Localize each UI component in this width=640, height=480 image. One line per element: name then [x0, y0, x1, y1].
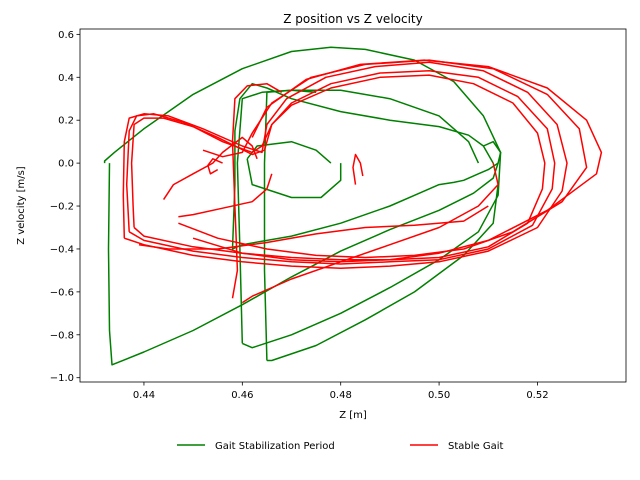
- series-line: [231, 82, 283, 299]
- series-line: [130, 74, 546, 261]
- series-line: [241, 162, 499, 304]
- series-line: [207, 158, 223, 175]
- legend-label-gait-stabilization: Gait Stabilization Period: [215, 441, 335, 452]
- series-line: [138, 205, 489, 250]
- y-tick-label: 0.4: [58, 73, 74, 84]
- series-line: [178, 173, 273, 218]
- x-axis-label: Z [m]: [339, 410, 367, 421]
- y-axis-label: Z velocity [m/s]: [16, 166, 27, 245]
- y-axis-ticks: −1.0 −0.8 −0.6 −0.4 −0.2 0.0 0.2 0.4 0.6: [50, 30, 80, 384]
- legend: Gait Stabilization Period Stable Gait: [177, 441, 504, 452]
- x-tick-label: 0.44: [133, 390, 155, 401]
- x-tick-label: 0.48: [330, 390, 352, 401]
- series-line: [246, 158, 342, 199]
- series-line: [162, 136, 258, 201]
- x-tick-label: 0.52: [526, 390, 548, 401]
- y-tick-label: 0.2: [58, 116, 74, 127]
- plot-lines: [103, 46, 603, 366]
- y-tick-label: −0.2: [50, 202, 74, 213]
- legend-label-stable-gait: Stable Gait: [448, 441, 504, 452]
- y-tick-label: 0.6: [58, 30, 74, 41]
- y-tick-label: −0.6: [50, 287, 74, 298]
- chart-title: Z position vs Z velocity: [283, 12, 422, 26]
- x-tick-label: 0.46: [231, 390, 253, 401]
- x-tick-label: 0.50: [428, 390, 450, 401]
- axes-frame: [79, 28, 627, 383]
- y-tick-label: −0.8: [50, 330, 74, 341]
- series-line: [192, 59, 603, 263]
- series-line: [352, 153, 364, 185]
- series-line: [107, 162, 499, 366]
- y-tick-label: −0.4: [50, 244, 74, 255]
- series-line: [266, 184, 499, 362]
- x-axis-ticks: 0.44 0.46 0.48 0.50 0.52: [133, 382, 549, 401]
- y-tick-label: 0.0: [58, 159, 74, 170]
- y-tick-label: −1.0: [50, 373, 74, 384]
- series-line: [103, 46, 502, 250]
- series-line: [125, 70, 556, 265]
- series-stable-gait: [122, 59, 603, 304]
